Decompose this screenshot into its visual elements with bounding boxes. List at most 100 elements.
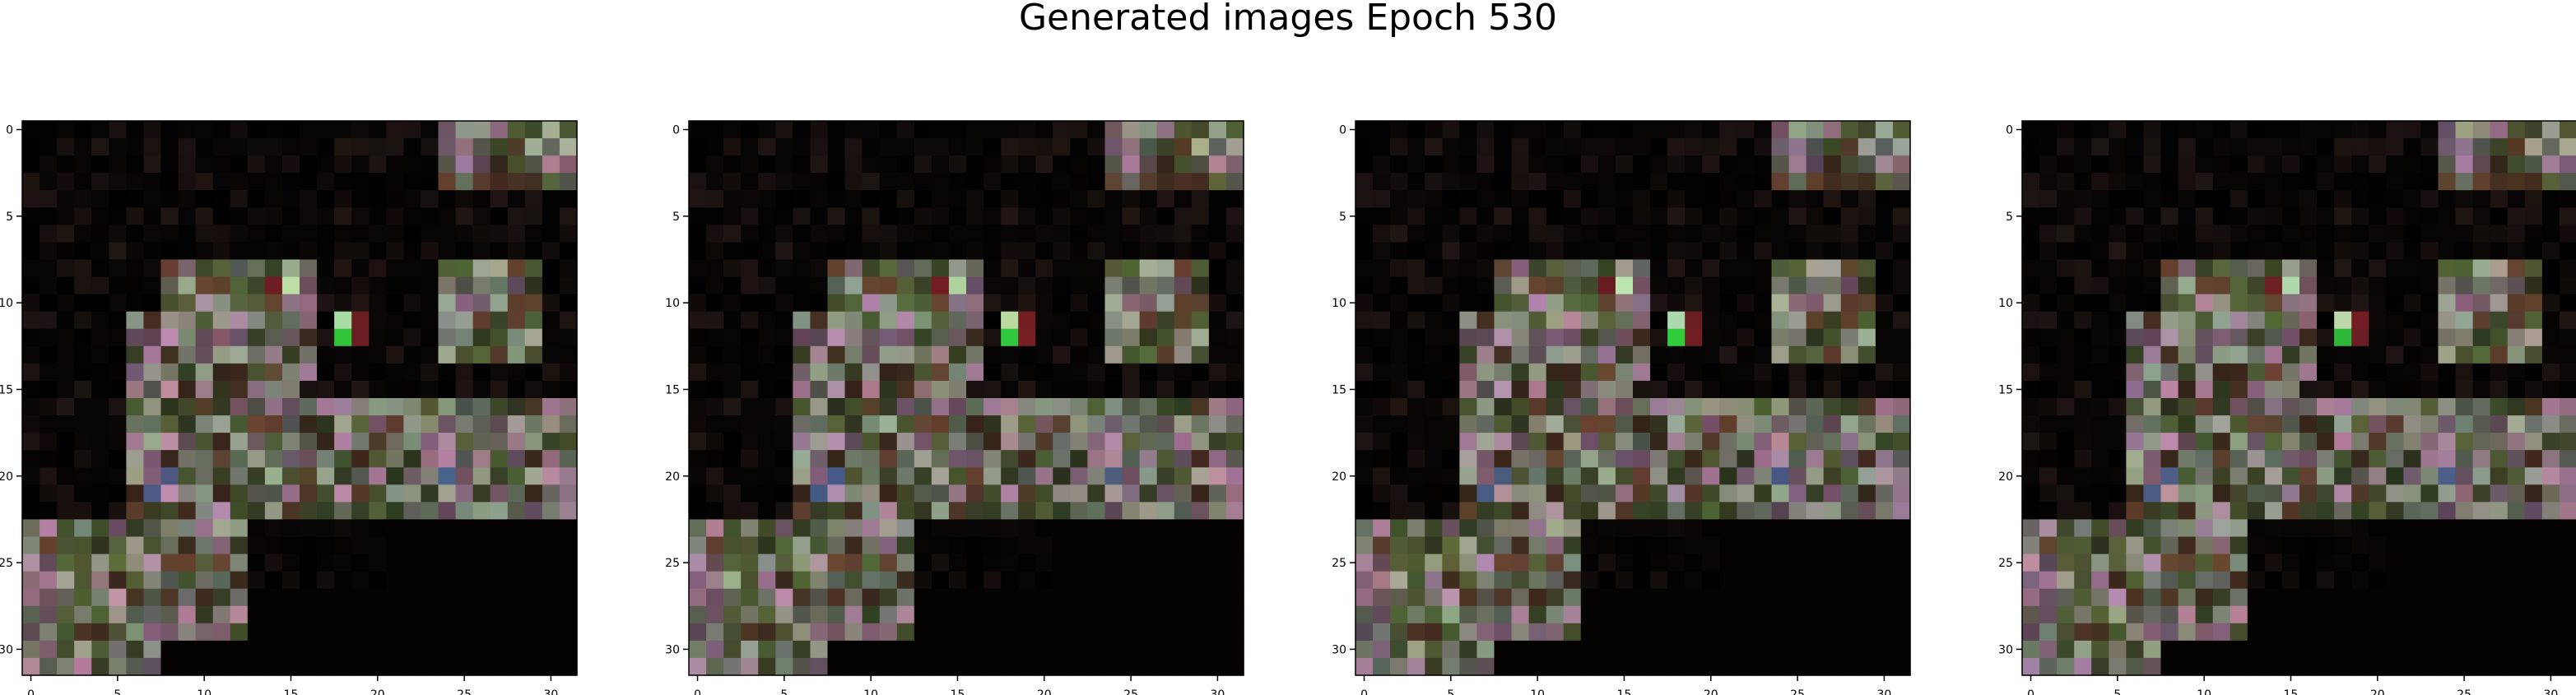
pixel (1719, 328, 1737, 347)
pixel (1122, 398, 1141, 416)
pixel (2351, 311, 2369, 330)
pixel (844, 242, 863, 261)
pixel (1225, 467, 1244, 485)
pixel (1494, 259, 1513, 278)
pixel (2091, 467, 2109, 485)
pixel (793, 519, 811, 538)
pixel (2057, 121, 2075, 139)
pixel (2230, 450, 2248, 468)
pixel (438, 657, 457, 676)
pixel (438, 398, 457, 416)
pixel (896, 415, 915, 433)
pixel (1104, 121, 1123, 139)
pixel (793, 605, 811, 624)
pixel (559, 311, 578, 330)
pixel (421, 433, 439, 451)
pixel (1225, 657, 1244, 676)
pixel (1425, 363, 1443, 382)
pixel (1737, 398, 1755, 416)
pixel (524, 450, 543, 468)
pixel (403, 345, 422, 364)
pixel (896, 363, 915, 382)
pixel (948, 207, 967, 225)
pixel (2559, 450, 2576, 468)
pixel (455, 450, 474, 468)
pixel (421, 502, 439, 521)
pixel (948, 588, 967, 607)
pixel (1001, 276, 1019, 295)
pixel (438, 328, 457, 347)
pixel (178, 138, 197, 156)
pixel (1580, 519, 1599, 538)
pixel (1087, 311, 1106, 330)
pixel (706, 155, 724, 174)
pixel (1546, 398, 1565, 416)
pixel (300, 328, 318, 347)
pixel (178, 311, 197, 330)
pixel (281, 433, 300, 451)
pixel (1494, 450, 1513, 468)
pixel (723, 311, 742, 330)
pixel (1771, 519, 1790, 538)
pixel (2109, 138, 2127, 156)
pixel (1823, 190, 1842, 208)
pixel (1373, 155, 1391, 174)
pixel (247, 155, 266, 174)
pixel (472, 571, 491, 590)
pixel (57, 276, 75, 295)
pixel (1390, 554, 1408, 572)
pixel (2039, 155, 2058, 174)
pixel (1563, 225, 1582, 243)
pixel (1191, 345, 1210, 364)
pixel (1476, 433, 1495, 451)
pixel (741, 484, 759, 503)
pixel (195, 519, 214, 538)
pixel (1597, 571, 1616, 590)
pixel (1702, 328, 1720, 347)
pixel (143, 588, 162, 607)
pixel (1858, 623, 1876, 642)
pixel (542, 467, 560, 485)
pixel (421, 242, 439, 261)
pixel (2143, 484, 2162, 503)
pixel (1442, 502, 1460, 521)
pixel (2334, 225, 2352, 243)
pixel (2074, 623, 2092, 642)
pixel (1528, 519, 1547, 538)
pixel (2057, 363, 2075, 382)
pixel (2438, 155, 2457, 174)
pixel (1546, 276, 1565, 295)
pixel (230, 173, 249, 191)
pixel (351, 225, 370, 243)
pixel (793, 623, 811, 642)
x-tick-label: 15 (1617, 688, 1632, 695)
pixel (230, 415, 249, 433)
pixel (317, 433, 335, 451)
pixel (1563, 207, 1582, 225)
pixel (1580, 155, 1599, 174)
pixel (1633, 259, 1651, 278)
pixel (1139, 605, 1158, 624)
pixel (1858, 519, 1876, 538)
pixel (559, 155, 578, 174)
pixel (1191, 519, 1210, 538)
pixel (793, 294, 811, 313)
pixel (281, 259, 300, 278)
pixel (810, 328, 829, 347)
pixel (455, 138, 474, 156)
pixel (2281, 536, 2300, 555)
pixel (212, 121, 231, 139)
pixel (723, 433, 742, 451)
pixel (2195, 484, 2214, 503)
pixel (2369, 519, 2387, 538)
pixel (490, 484, 509, 503)
pixel (1823, 138, 1842, 156)
pixel (2455, 311, 2474, 330)
pixel (689, 363, 707, 382)
pixel (2490, 259, 2509, 278)
pixel (879, 415, 898, 433)
pixel (1719, 433, 1737, 451)
pixel (264, 467, 283, 485)
pixel (1373, 415, 1391, 433)
pixel (1425, 190, 1443, 208)
